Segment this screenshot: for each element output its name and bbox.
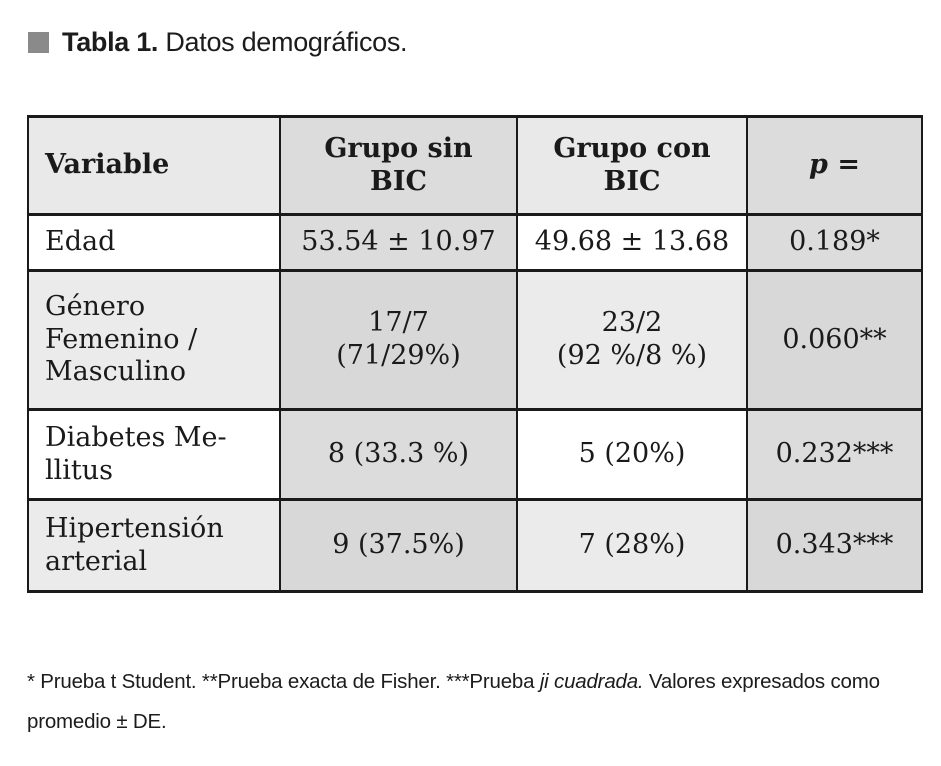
cell-grupo-sin-bic: 53.54 ± 10.97 xyxy=(279,213,518,272)
demographics-table: Variable Grupo sin BIC Grupo con BIC p =… xyxy=(27,115,923,593)
table-title: Tabla 1. Datos demográficos. xyxy=(28,27,408,58)
cell-p-value: 0.189* xyxy=(746,213,923,272)
title-square-bullet-icon xyxy=(28,32,49,53)
header-grupo-sin-bic: Grupo sin BIC xyxy=(279,115,518,216)
header-grupo-con-bic: Grupo con BIC xyxy=(516,115,748,216)
cell-grupo-con-bic: 5 (20%) xyxy=(516,408,748,501)
table-row-genero: Género Femenino / Masculino 17/7 (71/29%… xyxy=(27,269,923,411)
table-row-diabetes: Diabetes Me- llitus 8 (33.3 %) 5 (20%) 0… xyxy=(27,408,923,501)
cell-variable: Género Femenino / Masculino xyxy=(27,269,281,411)
cell-variable: Edad xyxy=(27,213,281,272)
footnote-italic-term: ji cuadrada. xyxy=(539,670,644,693)
cell-variable: Diabetes Me- llitus xyxy=(27,408,281,501)
cell-grupo-sin-bic: 8 (33.3 %) xyxy=(279,408,518,501)
footnote-part2: Valores expresados como promedio ± DE. xyxy=(27,670,886,733)
cell-grupo-con-bic: 49.68 ± 13.68 xyxy=(516,213,748,272)
table-row-edad: Edad 53.54 ± 10.97 49.68 ± 13.68 0.189* xyxy=(27,213,923,272)
title-text: Tabla 1. Datos demográficos. xyxy=(62,27,408,58)
cell-grupo-con-bic: 7 (28%) xyxy=(516,498,748,593)
header-p-value: p = xyxy=(746,115,923,216)
cell-p-value: 0.232*** xyxy=(746,408,923,501)
header-row: Variable Grupo sin BIC Grupo con BIC p = xyxy=(27,115,923,216)
cell-variable: Hipertensión arterial xyxy=(27,498,281,593)
table-footnote: * Prueba t Student. **Prueba exacta de F… xyxy=(27,662,923,742)
table-row-hipertension: Hipertensión arterial 9 (37.5%) 7 (28%) … xyxy=(27,498,923,593)
cell-grupo-con-bic: 23/2 (92 %/8 %) xyxy=(516,269,748,411)
header-variable: Variable xyxy=(27,115,281,216)
cell-p-value: 0.060** xyxy=(746,269,923,411)
cell-p-value: 0.343*** xyxy=(746,498,923,593)
footnote-part1: * Prueba t Student. **Prueba exacta de F… xyxy=(27,670,540,693)
title-label: Tabla 1. xyxy=(62,27,159,57)
cell-grupo-sin-bic: 9 (37.5%) xyxy=(279,498,518,593)
title-caption: Datos demográficos. xyxy=(158,27,408,57)
cell-grupo-sin-bic: 17/7 (71/29%) xyxy=(279,269,518,411)
